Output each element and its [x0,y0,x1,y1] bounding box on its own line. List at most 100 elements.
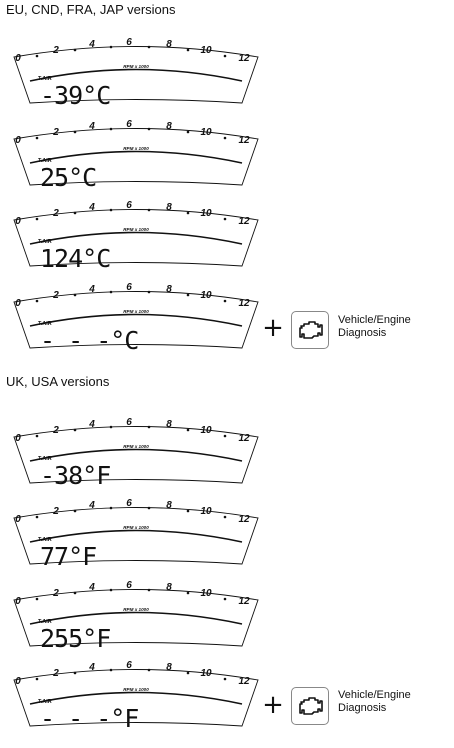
display-frame [13,589,259,647]
diagnosis-label: Vehicle/Engine Diagnosis [338,689,448,715]
tick-label: 12 [238,216,250,227]
tair-label: T.AIR [38,321,52,327]
rpm-label: RPM x 1000 [123,687,149,692]
tachometer-panel: 0 2 4 6 8 10 12 RPM x 1000 T.AIR-39°C [13,37,259,110]
diagnosis-label-line1: Vehicle/Engine [338,314,411,326]
tick-label: 12 [238,676,250,687]
plus-sign: + [262,313,284,343]
tair-label: T.AIR [38,239,52,245]
tick-label: 10 [200,208,212,219]
tick-label: 8 [166,419,172,430]
engine-icon [291,687,329,725]
tachometer-panel: 0 2 4 6 8 10 12 RPM x 1000 T.AIR- - -°F [13,660,259,733]
rpm-bar-arc [29,150,243,164]
tick-label: 6 [126,580,132,591]
display-frame [13,46,259,104]
tick-label: 2 [52,668,59,679]
tick-label: 10 [200,425,212,436]
tick-dot [109,208,113,212]
tick-dot [186,130,190,134]
engine-icon [291,311,329,349]
tick-dot [109,127,113,131]
tick-label: 6 [126,200,132,211]
tick-dot [73,293,77,297]
tick-label: 4 [88,582,95,593]
tick-label: 12 [238,135,250,146]
tick-label: 10 [200,588,212,599]
tick-label: 8 [166,582,172,593]
tick-label: 4 [88,202,95,213]
tachometer-panel: 0 2 4 6 8 10 12 RPM x 1000 T.AIR-38°F [13,417,259,490]
tick-dot [35,434,39,438]
tick-dot [186,591,190,595]
tick-dot [109,45,113,49]
tick-dot [73,211,77,215]
dashboard-display: 0 2 4 6 8 10 12 RPM x 1000 T.AIR -38°F [12,417,260,490]
diagnosis-label: Vehicle/Engine Diagnosis [338,314,448,340]
dashboard-display: 0 2 4 6 8 10 12 RPM x 1000 T.AIR - - -°C [12,282,260,355]
tick-label: 6 [126,417,132,428]
section-heading-eu: EU, CND, FRA, JAP versions [6,2,176,17]
display-frame [13,209,259,267]
tick-label: 6 [126,498,132,509]
rpm-bar-arc [29,691,243,705]
tick-label: 0 [15,53,21,64]
dashboard-display: 0 2 4 6 8 10 12 RPM x 1000 T.AIR -39°C [12,37,260,110]
display-frame [13,291,259,349]
temperature-reading: -38°F [40,461,110,490]
display-frame [13,128,259,186]
tick-label: 0 [15,135,21,146]
tick-label: 12 [238,596,250,607]
tick-dot [109,425,113,429]
section-heading-uk: UK, USA versions [6,374,110,389]
tick-label: 4 [88,419,95,430]
tick-label: 0 [15,514,21,525]
tick-label: 6 [126,37,132,48]
rpm-label: RPM x 1000 [123,444,149,449]
tick-dot [35,515,39,519]
dashboard-display: 0 2 4 6 8 10 12 RPM x 1000 T.AIR - - -°F [12,660,260,733]
tick-dot [223,299,227,303]
tick-dot [223,54,227,58]
temperature-reading: 25°C [40,163,96,192]
dashboard-display: 0 2 4 6 8 10 12 RPM x 1000 T.AIR 77°F [12,498,260,571]
tick-dot [147,588,151,592]
tick-dot [186,211,190,215]
tick-label: 2 [52,290,59,301]
tair-label: T.AIR [38,619,52,625]
diagnosis-label-line2: Diagnosis [338,327,387,339]
plus-sign: + [262,690,284,720]
tick-dot [109,668,113,672]
tick-label: 2 [52,425,59,436]
tick-dot [35,597,39,601]
tick-dot [73,48,77,52]
tick-dot [73,428,77,432]
tick-label: 10 [200,668,212,679]
tick-label: 2 [52,588,59,599]
rpm-bar-arc [29,313,243,327]
tachometer-panel: 0 2 4 6 8 10 12 RPM x 1000 T.AIR- - -°C [13,282,259,355]
tick-dot [186,671,190,675]
tick-dot [109,290,113,294]
tick-label: 8 [166,662,172,673]
temperature-reading: 77°F [40,542,96,571]
rpm-bar-arc [29,529,243,543]
tick-label: 12 [238,298,250,309]
tick-label: 2 [52,127,59,138]
tick-dot [73,671,77,675]
tick-dot [73,591,77,595]
tick-dot [147,45,151,49]
tick-dot [35,54,39,58]
tick-label: 4 [88,500,95,511]
tick-label: 10 [200,290,212,301]
dashboard-display: 0 2 4 6 8 10 12 RPM x 1000 T.AIR 25°C [12,119,260,192]
rpm-label: RPM x 1000 [123,607,149,612]
tick-dot [147,127,151,131]
tick-label: 12 [238,53,250,64]
tick-dot [186,293,190,297]
rpm-bar-arc [29,231,243,245]
rpm-bar-arc [29,611,243,625]
tick-label: 0 [15,596,21,607]
